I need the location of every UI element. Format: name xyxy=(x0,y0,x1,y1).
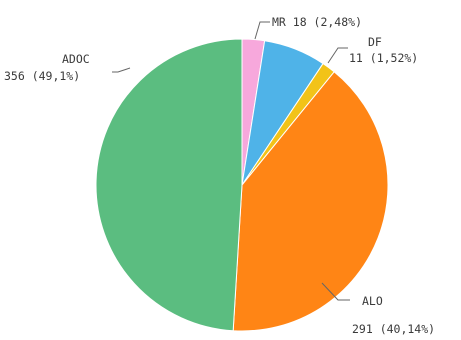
label-df-name: DF xyxy=(368,35,382,49)
label-adoc-name: ADOC xyxy=(62,52,90,66)
pie-slices xyxy=(95,38,389,332)
label-mr: MR 18 (2,48%) xyxy=(272,15,362,29)
label-adoc-value: 356 (49,1%) xyxy=(4,69,80,83)
leader-line-mr xyxy=(254,21,270,40)
label-alo-name: ALO xyxy=(362,294,383,308)
label-alo-value: 291 (40,14%) xyxy=(352,322,435,336)
pie-slice-adoc xyxy=(95,38,243,332)
leader-line-alo xyxy=(321,282,350,301)
label-df-value: 11 (1,52%) xyxy=(349,51,418,65)
pie-slice-alo xyxy=(232,71,389,332)
leader-lines xyxy=(112,21,350,301)
leader-line-adoc xyxy=(112,67,131,73)
leader-line-df xyxy=(327,47,348,64)
